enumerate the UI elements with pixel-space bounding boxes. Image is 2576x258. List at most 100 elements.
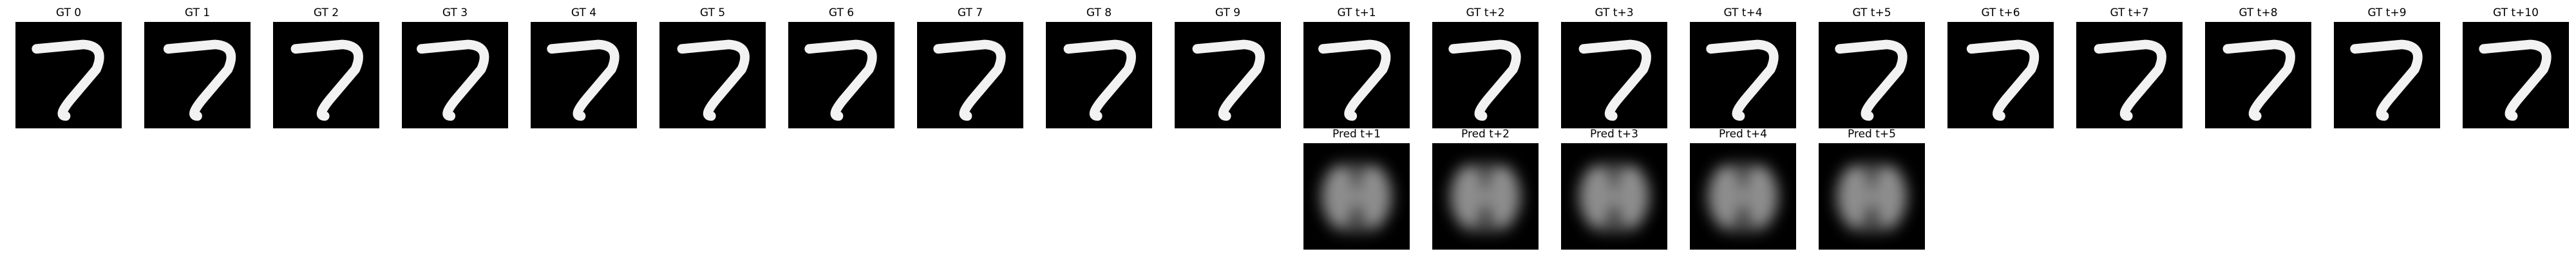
panel-title: GT 7	[957, 6, 983, 19]
digit-seven-stroke	[1063, 39, 1136, 121]
gt-frame-image	[531, 22, 637, 128]
gt-frame-image	[2334, 22, 2440, 128]
gt-frame-image	[659, 22, 766, 128]
gt-frame-image	[1303, 22, 1410, 128]
digit-seven-stroke	[2350, 39, 2423, 121]
panel-title: Pred t+3	[1590, 128, 1638, 141]
panel-title: Pred t+1	[1332, 128, 1381, 141]
panel-title: GT t+4	[1723, 6, 1763, 19]
digit-seven-image	[1063, 39, 1136, 121]
digit-seven-stroke	[804, 39, 877, 121]
digit-seven-stroke	[1966, 39, 2040, 121]
blurry-prediction-image	[1579, 163, 1649, 233]
digit-seven-image	[1192, 39, 1265, 121]
digit-seven-stroke	[547, 39, 620, 121]
pred-frame-image	[1561, 143, 1667, 250]
gt-frame-image	[2463, 22, 2569, 128]
pred-frame-image	[1432, 143, 1539, 250]
gt-frame-image	[1690, 22, 1796, 128]
prediction-blob	[1459, 163, 1512, 178]
digit-seven-stroke	[2094, 39, 2166, 121]
digit-seven-image	[804, 39, 877, 121]
gt-frame-image	[15, 22, 122, 128]
prediction-blob	[1330, 163, 1383, 178]
digit-seven-image	[677, 39, 750, 121]
digit-seven-stroke	[1835, 39, 1908, 121]
panel-title: GT t+8	[2239, 6, 2278, 19]
digit-seven-image	[1448, 39, 1521, 121]
gt-frame-image	[2076, 22, 2183, 128]
digit-seven-image	[1835, 39, 1908, 121]
digit-seven-image	[2479, 39, 2552, 121]
digit-seven-stroke	[1448, 39, 1521, 121]
digit-seven-image	[933, 39, 1006, 121]
prediction-blob	[1871, 167, 1907, 226]
panel-title: GT 1	[184, 6, 211, 19]
pred-frame-image	[1819, 143, 1925, 250]
panel-title: GT t+9	[2367, 6, 2407, 19]
gt-frame-image	[1561, 22, 1667, 128]
digit-seven-image	[2222, 39, 2295, 121]
prediction-blob	[1743, 167, 1778, 226]
prediction-blob	[1579, 167, 1615, 226]
prediction-blob	[1459, 218, 1512, 233]
digit-seven-image	[32, 39, 104, 121]
prediction-blob	[1356, 167, 1392, 226]
prediction-blob	[1845, 218, 1899, 233]
gt-frame-image	[144, 22, 251, 128]
gt-frame-image	[1819, 22, 1925, 128]
prediction-blob	[1321, 167, 1357, 226]
panel-title: Pred t+2	[1461, 128, 1510, 141]
panel-title: GT t+10	[2493, 6, 2539, 19]
digit-seven-image	[163, 39, 236, 121]
digit-seven-stroke	[1706, 39, 1779, 121]
digit-seven-image	[2350, 39, 2423, 121]
prediction-blob	[1450, 167, 1486, 226]
digit-seven-stroke	[2222, 39, 2295, 121]
digit-seven-image	[1966, 39, 2040, 121]
gt-frame-image	[1432, 22, 1539, 128]
pred-frame-image	[1303, 143, 1410, 250]
panel-title: GT 8	[1086, 6, 1112, 19]
gt-frame-image	[2205, 22, 2311, 128]
gt-frame-image	[917, 22, 1023, 128]
gt-frame-image	[788, 22, 895, 128]
panel-title: GT t+3	[1595, 6, 1634, 19]
digit-seven-stroke	[417, 39, 489, 121]
prediction-blob	[1587, 163, 1641, 178]
panel-title: Pred t+5	[1848, 128, 1896, 141]
blurry-prediction-image	[1708, 163, 1778, 233]
prediction-blob	[1614, 167, 1649, 226]
digit-seven-image	[290, 39, 363, 121]
pred-frame-image	[1690, 143, 1796, 250]
digit-seven-image	[417, 39, 489, 121]
panel-title: GT 2	[313, 6, 339, 19]
prediction-blob	[1837, 167, 1872, 226]
gt-frame-image	[402, 22, 508, 128]
gt-frame-image	[273, 22, 379, 128]
digit-seven-stroke	[1192, 39, 1265, 121]
digit-seven-image	[547, 39, 620, 121]
panel-title: GT t+7	[2110, 6, 2149, 19]
panel-title: GT 5	[699, 6, 726, 19]
panel-title: GT 6	[828, 6, 855, 19]
gt-frame-image	[1046, 22, 1152, 128]
digit-seven-stroke	[677, 39, 750, 121]
blurry-prediction-image	[1837, 163, 1907, 233]
digit-seven-stroke	[290, 39, 363, 121]
digit-seven-stroke	[1318, 39, 1391, 121]
digit-seven-stroke	[163, 39, 236, 121]
digit-seven-image	[1318, 39, 1391, 121]
panel-title: GT 3	[442, 6, 468, 19]
panel-title: GT 0	[55, 6, 82, 19]
panel-title: GT t+1	[1337, 6, 1376, 19]
panel-title: GT t+2	[1466, 6, 1505, 19]
panel-title: GT 4	[571, 6, 597, 19]
prediction-blob	[1716, 218, 1770, 233]
digit-seven-stroke	[1578, 39, 1651, 121]
digit-seven-stroke	[2479, 39, 2552, 121]
prediction-blob	[1708, 167, 1743, 226]
prediction-blob	[1587, 218, 1641, 233]
gt-frame-image	[1175, 22, 1281, 128]
